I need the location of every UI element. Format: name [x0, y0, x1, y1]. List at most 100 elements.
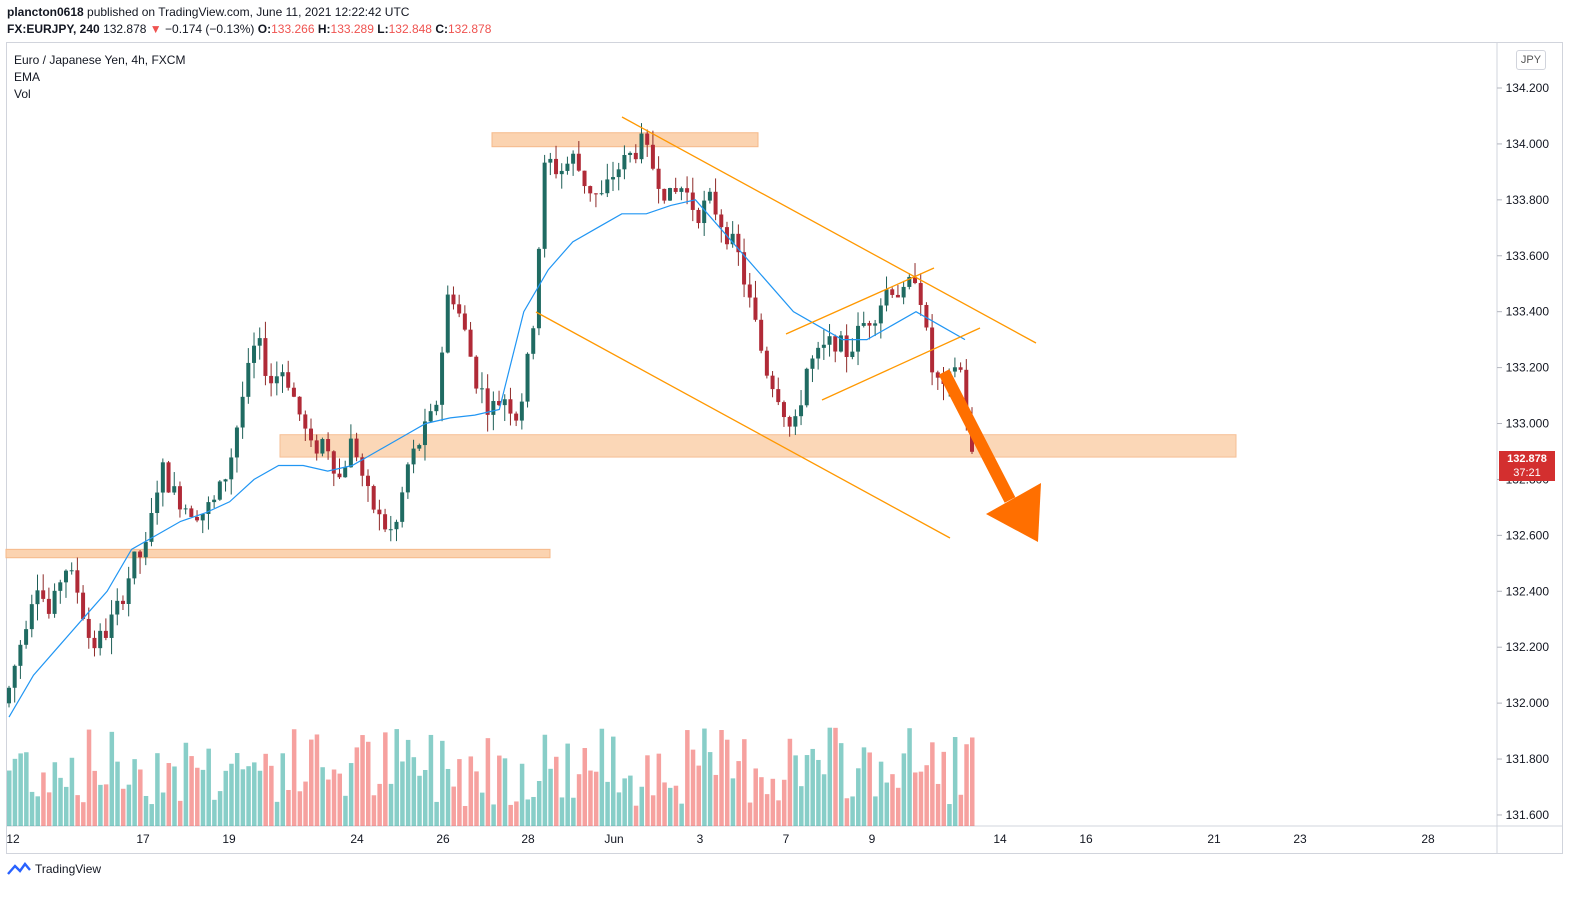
candle-body	[303, 414, 308, 429]
volume-bar	[816, 759, 821, 826]
volume-bar	[63, 786, 69, 826]
volume-bar	[400, 761, 405, 826]
currency-button[interactable]: JPY	[1516, 50, 1546, 70]
open-value: 133.266	[271, 22, 315, 36]
candle-body	[907, 276, 912, 287]
volume-bar	[109, 731, 115, 826]
volume-bar	[941, 751, 947, 826]
legend-vol[interactable]: Vol	[14, 87, 31, 101]
volume-bar	[7, 770, 12, 826]
candle-body	[924, 304, 929, 328]
resistance-zone	[491, 132, 759, 148]
candle-body	[257, 338, 262, 346]
candle-body	[29, 604, 34, 630]
x-tick-label: 14	[993, 832, 1007, 846]
candle-body	[229, 457, 234, 480]
candle-body	[781, 402, 786, 418]
candle-body	[753, 297, 758, 320]
volume-bar	[531, 796, 536, 826]
candle-body	[58, 582, 63, 591]
candle-body	[200, 513, 205, 521]
volume-bar	[702, 728, 707, 826]
y-tick-label: 132.200	[1506, 640, 1550, 654]
volume-bar	[679, 803, 684, 826]
volume-bar	[730, 778, 736, 826]
volume-bar	[52, 762, 58, 826]
volume-bar	[160, 792, 166, 826]
legend-ema[interactable]: EMA	[14, 70, 41, 84]
volume-bar	[229, 763, 234, 826]
volume-bar	[491, 804, 496, 826]
volume-bar	[343, 795, 348, 826]
candle-body	[952, 367, 957, 372]
candle-body	[747, 284, 752, 298]
volume-bar	[918, 771, 924, 826]
volume-bar	[873, 796, 878, 826]
volume-bar	[833, 727, 838, 826]
candle-body	[548, 158, 553, 163]
candle-body	[884, 289, 889, 306]
volume-bar	[166, 763, 172, 826]
candle-body	[348, 438, 353, 468]
volume-bar	[884, 782, 890, 826]
candle-body	[75, 570, 80, 593]
volume-bar	[320, 767, 325, 826]
volume-bar	[650, 795, 656, 826]
volume-bar	[474, 771, 479, 826]
symbol[interactable]: FX:EURJPY, 240	[7, 22, 100, 36]
candle-body	[474, 356, 479, 389]
candle-body	[143, 541, 148, 558]
volume-bar	[724, 739, 730, 826]
volume-bar	[394, 729, 399, 826]
author[interactable]: plancton0618	[7, 5, 84, 19]
volume-bar	[41, 772, 46, 826]
chart-frame[interactable]	[6, 42, 1563, 854]
candle-body	[650, 144, 655, 169]
candle-body	[838, 335, 843, 352]
candle-body	[554, 158, 559, 175]
candle-body	[7, 687, 11, 704]
candle-body	[958, 367, 963, 370]
support-zone	[279, 434, 1237, 458]
volume-bar	[58, 777, 63, 826]
volume-bar	[747, 802, 753, 826]
candle-body	[394, 521, 399, 530]
down-arrow-shaft	[938, 369, 1016, 503]
candle-body	[428, 411, 433, 422]
candle-body	[422, 421, 427, 446]
volume-bar	[759, 777, 764, 826]
candle-body	[667, 188, 672, 201]
candle-body	[485, 388, 490, 415]
volume-bar	[565, 743, 570, 826]
volume-bar	[138, 769, 143, 826]
candle-body	[445, 294, 450, 353]
bar-countdown: 37:21	[1513, 467, 1541, 479]
candle-body	[565, 163, 570, 171]
volume-bar	[673, 785, 679, 826]
volume-bar	[599, 728, 605, 826]
volume-bar	[821, 774, 827, 826]
candle-body	[457, 304, 462, 314]
candle-body	[662, 188, 667, 201]
candle-body	[189, 508, 194, 517]
volume-bar	[554, 756, 559, 826]
volume-bar	[445, 768, 451, 826]
volume-bar	[622, 778, 627, 826]
volume-bar	[548, 768, 553, 826]
candle-body	[850, 351, 855, 357]
volume-bar	[183, 742, 189, 826]
candle-body	[41, 590, 46, 599]
x-tick-label: 28	[1421, 832, 1435, 846]
candle-body	[63, 570, 68, 583]
flag-lower-line	[821, 327, 981, 401]
candle-body	[269, 375, 274, 384]
footer-brand[interactable]: TradingView	[35, 862, 102, 876]
volume-bar	[462, 805, 468, 826]
candle-body	[405, 464, 410, 493]
volume-bar	[793, 755, 798, 826]
volume-bar	[371, 795, 377, 826]
candle-body	[411, 448, 416, 465]
candle-body	[827, 336, 832, 345]
legend-title[interactable]: Euro / Japanese Yen, 4h, FXCM	[14, 53, 186, 67]
